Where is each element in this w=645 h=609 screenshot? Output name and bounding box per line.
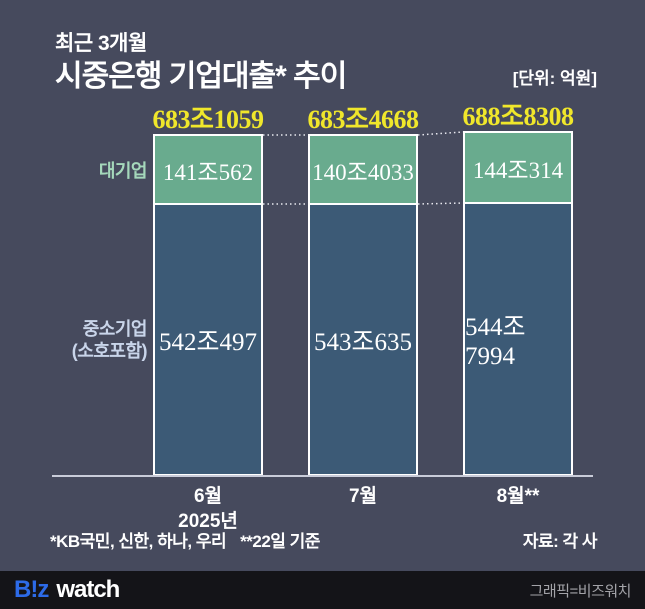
- segment-value-large-corp: 140조4033: [312, 159, 414, 185]
- segment-value-sme: 544조7994: [465, 314, 526, 370]
- x-tick-june: 6월: [193, 486, 223, 507]
- bar-group-july: 140조4033 543조635: [308, 134, 418, 476]
- graphic-credit: 그래픽=비즈워치: [529, 582, 632, 600]
- total-label-july: 683조4668: [307, 105, 419, 134]
- unit-label: [단위: 억원]: [512, 69, 597, 88]
- footer-bar: B!z watch 그래픽=비즈워치: [0, 571, 645, 609]
- segment-large-corp: 141조562: [153, 134, 263, 205]
- x-tick-july: 7월: [348, 486, 378, 507]
- legend-sme-line2: (소호포함): [71, 340, 148, 361]
- logo-watch-text: watch: [56, 576, 120, 603]
- chart-kicker: 최근 3개월: [55, 32, 147, 55]
- segment-value-large-corp: 144조314: [472, 157, 564, 183]
- segment-sme: 543조635: [308, 203, 418, 476]
- chart-title: 시중은행 기업대출* 추이: [55, 60, 347, 93]
- segment-sme: 542조497: [153, 203, 263, 476]
- x-axis-year-label: 2025년: [178, 511, 238, 532]
- segment-large-corp: 140조4033: [308, 134, 418, 205]
- segment-sme: 544조7994: [463, 202, 573, 476]
- segment-large-corp: 144조314: [463, 131, 573, 204]
- legend-label-large-corp: 대기업: [98, 160, 148, 181]
- footnote-banks: *KB국민, 신한, 하나, 우리: [50, 532, 227, 551]
- footnote: *KB국민, 신한, 하나, 우리 **22일 기준: [50, 527, 320, 552]
- segment-value-large-corp: 141조562: [162, 159, 254, 185]
- total-label-june: 683조1059: [152, 105, 264, 134]
- legend-label-sme: 중소기업 (소호포함): [7, 318, 148, 362]
- segment-value-sme: 542조497: [158, 328, 257, 356]
- segment-value-sme: 543조635: [313, 328, 412, 356]
- x-axis-line: [52, 475, 593, 477]
- bar-group-august: 144조314 544조7994: [463, 131, 573, 476]
- logo-biz-text: B!z: [14, 576, 49, 603]
- source-label: 자료: 각 사: [522, 532, 598, 551]
- x-tick-august: 8월**: [496, 486, 540, 507]
- bizwatch-logo: B!z watch: [14, 576, 120, 604]
- bar-group-june: 141조562 542조497: [153, 134, 263, 476]
- total-label-august: 688조8308: [462, 102, 574, 131]
- legend-sme-line1: 중소기업: [82, 318, 148, 339]
- footnote-date-basis: **22일 기준: [240, 532, 320, 551]
